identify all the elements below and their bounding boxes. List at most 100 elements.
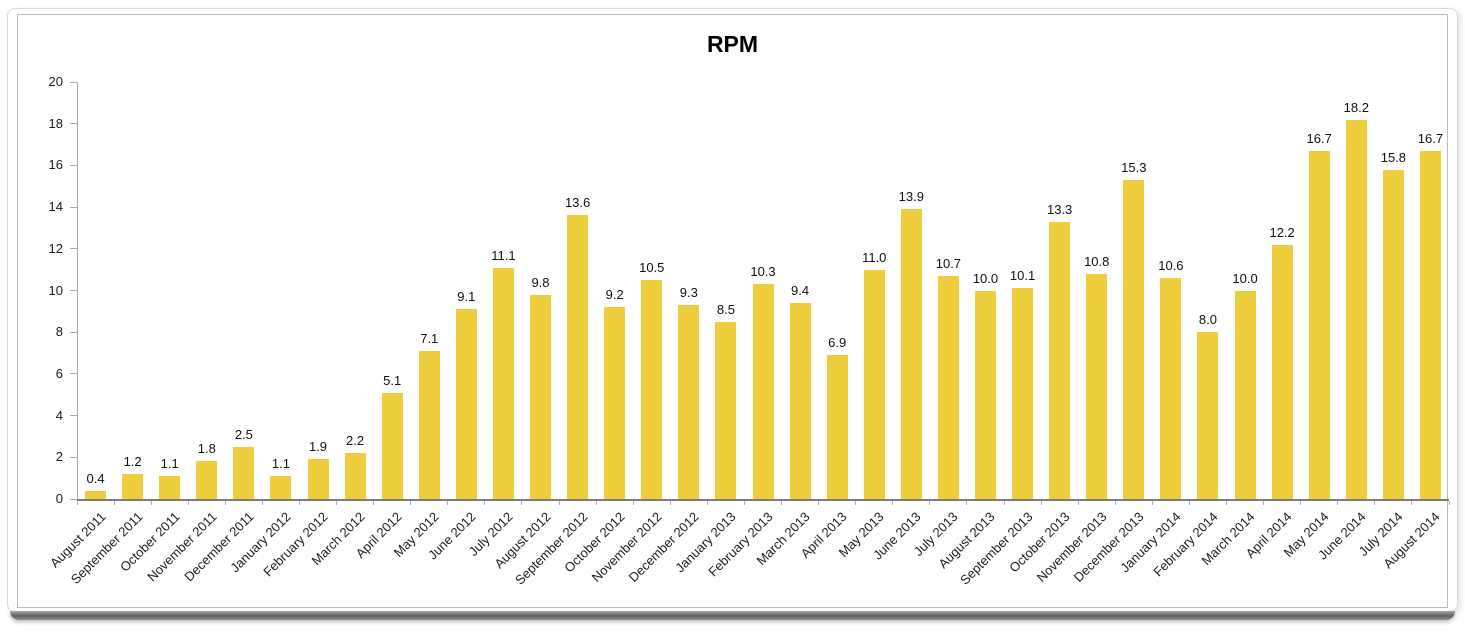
y-tick-label: 12 bbox=[48, 240, 63, 256]
bar-value-label: 6.9 bbox=[828, 335, 847, 351]
bar bbox=[455, 309, 477, 499]
bar bbox=[1234, 290, 1256, 499]
bar bbox=[1419, 150, 1441, 499]
bar bbox=[1271, 244, 1293, 499]
bar bbox=[567, 215, 589, 499]
y-tick-label: 20 bbox=[48, 74, 63, 89]
x-tick bbox=[1077, 501, 1079, 505]
bar-value-label: 7.1 bbox=[420, 330, 439, 346]
bar bbox=[1049, 221, 1071, 499]
bar-value-label: 9.1 bbox=[457, 289, 476, 305]
bar-value-label: 13.6 bbox=[564, 195, 591, 211]
bar bbox=[159, 476, 181, 499]
bar-value-label: 9.8 bbox=[531, 274, 550, 290]
bar bbox=[196, 461, 218, 499]
x-tick bbox=[1263, 501, 1265, 505]
bar-value-label: 1.2 bbox=[123, 453, 142, 469]
bar bbox=[85, 490, 107, 499]
bar bbox=[678, 305, 700, 499]
frame-bottom-shadow bbox=[10, 611, 1455, 620]
x-tick bbox=[113, 501, 115, 505]
bar-value-label: 10.1 bbox=[1009, 268, 1036, 284]
bar-value-label: 15.3 bbox=[1121, 159, 1147, 175]
y-tick-label: 6 bbox=[55, 365, 63, 381]
bar-value-label: 16.7 bbox=[1417, 130, 1444, 146]
x-tick bbox=[298, 501, 300, 505]
x-tick bbox=[1411, 501, 1413, 505]
bar-value-label: 8.0 bbox=[1198, 312, 1217, 328]
chart-canvas: RPM 0 2 4 6 8 10 12 14 16 18 20 0.4 1.2 1.1 1.8 2.5 1.1… bbox=[17, 14, 1450, 608]
y-tick-label: 10 bbox=[48, 282, 63, 298]
bar bbox=[1160, 277, 1182, 499]
bar-value-label: 18.2 bbox=[1343, 99, 1369, 115]
x-tick bbox=[521, 501, 523, 505]
bar bbox=[900, 209, 922, 499]
bar bbox=[826, 355, 848, 499]
y-tick bbox=[70, 164, 77, 166]
bar-value-label: 15.8 bbox=[1380, 149, 1407, 165]
bar-value-label: 5.1 bbox=[383, 372, 402, 388]
x-tick bbox=[373, 501, 375, 505]
bar bbox=[1382, 169, 1404, 499]
x-tick bbox=[966, 501, 968, 505]
y-tick-label: 14 bbox=[48, 199, 63, 215]
bar-value-label: 2.2 bbox=[346, 433, 365, 449]
bar-value-label: 10.7 bbox=[935, 255, 962, 271]
bar-value-label: 9.2 bbox=[605, 287, 624, 303]
bar-value-label: 10.0 bbox=[972, 270, 999, 286]
y-tick-label: 8 bbox=[55, 324, 63, 340]
bar bbox=[789, 303, 811, 499]
bar-value-label: 1.1 bbox=[271, 456, 290, 472]
x-tick bbox=[1300, 501, 1302, 505]
y-tick bbox=[70, 415, 77, 417]
x-tick bbox=[892, 501, 894, 505]
y-tick bbox=[70, 123, 77, 125]
x-tick bbox=[150, 501, 152, 505]
bar-value-label: 9.3 bbox=[679, 285, 698, 301]
bar bbox=[1123, 179, 1145, 499]
bar-value-label: 12.2 bbox=[1269, 224, 1295, 240]
bar bbox=[974, 290, 996, 499]
x-tick bbox=[224, 501, 226, 505]
bar bbox=[344, 453, 366, 499]
bar bbox=[937, 275, 959, 499]
bar-value-label: 16.7 bbox=[1306, 130, 1332, 146]
bar-value-label: 1.9 bbox=[308, 439, 328, 455]
x-tick bbox=[595, 501, 597, 505]
plot-area: 0 2 4 6 8 10 12 14 16 18 20 0.4 1.2 1.1 1.8 2.5 1.1 1.9 2… bbox=[47, 74, 1450, 588]
bar bbox=[530, 294, 551, 499]
bar-value-label: 1.8 bbox=[197, 441, 216, 457]
x-tick bbox=[818, 501, 820, 505]
bar bbox=[1086, 273, 1108, 499]
bar bbox=[233, 446, 255, 499]
y-tick bbox=[70, 206, 77, 208]
x-tick bbox=[1226, 501, 1227, 505]
bar-value-label: 2.5 bbox=[234, 426, 253, 442]
bar-value-label: 8.5 bbox=[716, 301, 735, 317]
x-tick bbox=[1448, 501, 1450, 505]
y-tick-label: 16 bbox=[48, 157, 63, 173]
bar bbox=[715, 321, 737, 499]
y-tick-label: 2 bbox=[55, 449, 63, 465]
bar bbox=[270, 476, 292, 499]
x-tick bbox=[76, 501, 78, 505]
x-tick bbox=[410, 501, 412, 505]
y-tick bbox=[70, 373, 77, 375]
y-tick bbox=[70, 498, 77, 500]
bar-value-label: 13.9 bbox=[898, 189, 924, 205]
x-tick bbox=[187, 501, 189, 505]
y-tick bbox=[70, 248, 77, 250]
bar bbox=[604, 307, 626, 499]
y-tick-label: 18 bbox=[48, 115, 63, 131]
x-tick bbox=[447, 501, 449, 505]
bar-value-label: 11.0 bbox=[862, 249, 887, 265]
bar bbox=[492, 267, 514, 499]
x-tick bbox=[855, 501, 857, 505]
x-tick bbox=[1151, 501, 1153, 505]
bar-value-label: 10.3 bbox=[750, 264, 776, 280]
screenshot-frame: RPM 0 2 4 6 8 10 12 14 16 18 20 0.4 1.2 1.1 1.8 2.5 1.1… bbox=[7, 8, 1458, 620]
bar-value-label: 1.1 bbox=[160, 456, 179, 472]
y-tick bbox=[70, 331, 77, 333]
x-tick bbox=[484, 501, 486, 505]
x-tick bbox=[706, 501, 708, 505]
